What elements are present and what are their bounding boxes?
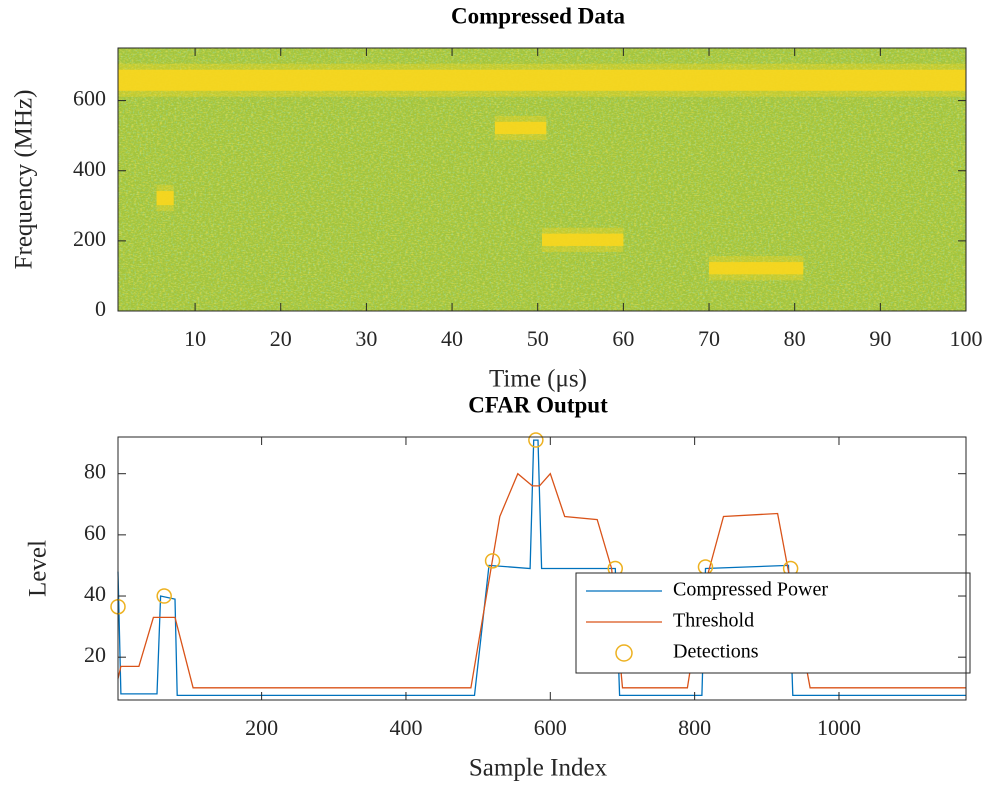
x-tick-label: 80 [784, 326, 806, 351]
x-tick-label: 20 [270, 326, 292, 351]
x-tick-label: 50 [527, 326, 549, 351]
x-tick-label: 1000 [817, 715, 861, 740]
series-line [117, 472, 966, 689]
y-tick-label: 400 [73, 156, 106, 181]
x-tick-label: 30 [355, 326, 377, 351]
y-tick-label: 80 [84, 459, 106, 484]
y-tick-label: 600 [73, 86, 106, 111]
detection-marker [528, 432, 544, 448]
x-tick-label: 400 [389, 715, 422, 740]
y-tick-label: 200 [73, 226, 106, 251]
y-axis-label: Frequency (MHz) [11, 90, 38, 270]
x-tick-label: 600 [534, 715, 567, 740]
x-tick-label: 200 [245, 715, 278, 740]
legend-swatch [615, 644, 633, 662]
x-tick-label: 800 [678, 715, 711, 740]
detection-marker [484, 553, 501, 569]
y-tick-label: 20 [84, 642, 106, 667]
x-tick-label: 90 [869, 326, 891, 351]
legend-label: Threshold [673, 610, 754, 632]
x-axis-label: Time (μs) [489, 366, 587, 393]
detection-marker [156, 588, 172, 604]
legend-label: Detections [673, 641, 759, 663]
chart-title: Compressed Data [451, 3, 625, 28]
signal [118, 69, 966, 91]
y-tick-label: 0 [95, 296, 106, 321]
signal [494, 121, 547, 135]
chart-title: CFAR Output [468, 392, 608, 417]
signal [156, 191, 174, 206]
heatmap-noise [118, 48, 966, 311]
y-tick-label: 60 [84, 520, 106, 545]
legend: Compressed Power Threshold Detections [575, 572, 971, 674]
legend-box [575, 572, 971, 674]
axes-box [117, 47, 967, 312]
x-tick-label: 60 [612, 326, 634, 351]
y-tick-label: 40 [84, 581, 106, 606]
axes-box [117, 436, 967, 701]
y-axis-label: Level [25, 540, 52, 597]
x-axis-label: Sample Index [469, 755, 608, 782]
series-line [117, 439, 966, 697]
plot-area [110, 432, 966, 697]
signal [709, 262, 804, 275]
x-tick-label: 10 [184, 326, 206, 351]
legend-label: Compressed Power [673, 579, 828, 601]
signal [542, 233, 624, 246]
x-tick-label: 100 [950, 326, 983, 351]
x-tick-label: 70 [698, 326, 720, 351]
x-tick-label: 40 [441, 326, 463, 351]
